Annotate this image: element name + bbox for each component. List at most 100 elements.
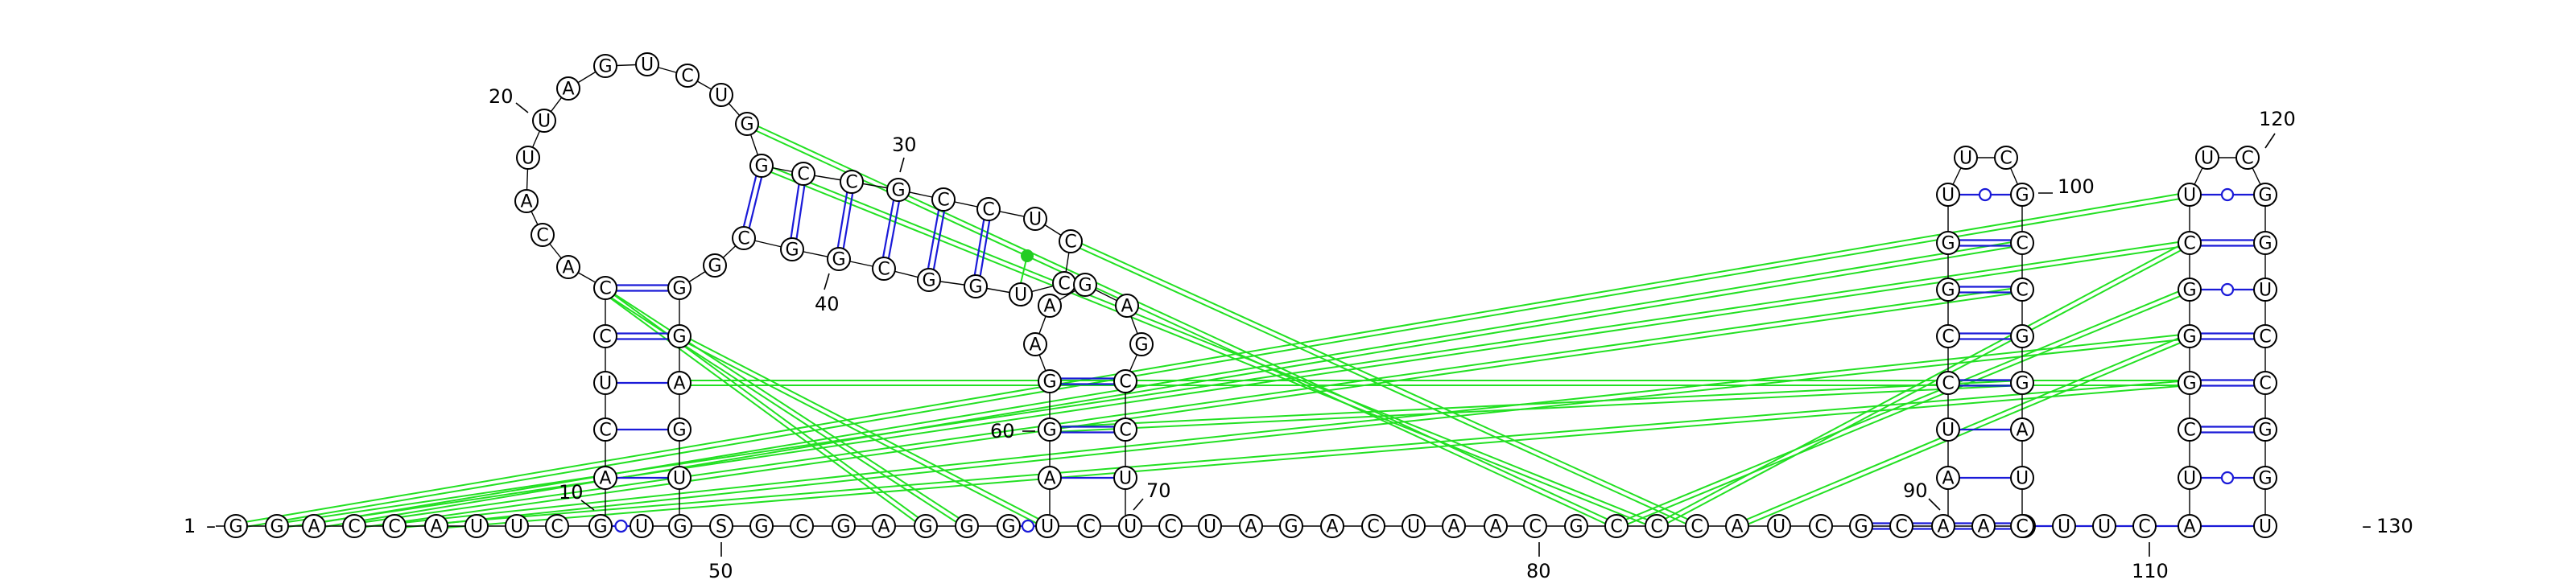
loop3-nuc-0-circle	[1023, 332, 1047, 356]
stem3-left-2-circle	[1038, 369, 1062, 393]
bottom-nuc-30-circle	[1402, 514, 1426, 538]
stem4-left-0-circle	[1936, 466, 1960, 490]
stem4-left-4-circle	[1936, 278, 1960, 302]
bottom-nuc-27-letter: G	[1284, 517, 1298, 537]
loop5-nuc-0-letter: U	[2201, 149, 2214, 169]
stem2-pair-0-b	[748, 177, 763, 228]
tertiary-interaction-4-a	[394, 337, 2190, 529]
stem5-left-1-letter: C	[2183, 421, 2195, 441]
loop4-nuc-0: U	[1954, 146, 1978, 170]
stem2-top-4-circle	[931, 187, 956, 212]
bottom-nuc-8-circle	[505, 514, 529, 538]
stem1-right-4: G	[667, 276, 691, 300]
stem3-right-1: C	[1113, 417, 1137, 442]
stem5-left-2: G	[2178, 371, 2202, 395]
stem2-top-1-letter: C	[797, 165, 809, 185]
loop1-nuc-3-letter: U	[522, 149, 535, 169]
stem5-right-2-circle	[2253, 371, 2277, 395]
stem1-left-0-letter: A	[599, 469, 611, 489]
stem2-top-6: U	[1023, 207, 1047, 231]
stem1-left-1-letter: C	[599, 421, 611, 441]
loop1-nuc-7-circle	[635, 52, 659, 76]
bottom-nuc-5-circle	[382, 514, 407, 538]
stem2-pair-1-a	[790, 184, 800, 238]
loop4-nuc-0-circle	[1954, 146, 1978, 170]
stem4-right-5-circle	[2010, 231, 2034, 255]
stem2-bottom-7: C	[1052, 271, 1076, 295]
stem2-top-3-letter: G	[891, 181, 905, 201]
bottom-nuc-30: U	[1402, 514, 1426, 538]
loop1-nuc-5-letter: A	[562, 80, 574, 100]
bottom-nuc-43: A	[1931, 514, 1955, 538]
stem2-link-g: G	[703, 253, 727, 278]
loop5-nuc-1-letter: C	[2241, 149, 2253, 169]
loop3-nuc-2-circle	[1073, 273, 1097, 297]
loop3-nuc-3-letter: A	[1121, 297, 1133, 317]
stem2-bottom-0: C	[732, 226, 756, 250]
bottom-nuc-7-letter: U	[470, 517, 483, 537]
bottom-nuc-6: A	[424, 514, 448, 538]
bottom-nuc-2-circle	[265, 514, 289, 538]
stem2-top-7: C	[1059, 229, 1083, 253]
bottom-nuc-36-circle	[1645, 514, 1669, 538]
stem5-pair-0-dot	[2220, 471, 2235, 485]
loop1-nuc-8-letter: C	[681, 67, 693, 87]
stem4-closing-c-letter: C	[2016, 517, 2028, 537]
bottom-nuc-35-letter: C	[1610, 517, 1622, 537]
stem4-right-1: A	[2010, 417, 2034, 442]
bottom-nuc-20-letter: G	[1001, 517, 1015, 537]
bottom-nuc-3: A	[302, 514, 326, 538]
stem4-left-6-circle	[1936, 183, 1960, 207]
stem4-right-0: U	[2010, 466, 2034, 490]
bottom-nuc-42-letter: C	[1895, 517, 1907, 537]
stem5-left-5-letter: C	[2183, 234, 2195, 254]
bottom-nuc-2-letter: G	[270, 517, 283, 537]
stem5-right-5-letter: G	[2258, 234, 2272, 254]
stem1-right-3-letter: G	[672, 327, 686, 348]
bottom-nuc-39-letter: U	[1773, 517, 1785, 537]
stem4-right-6-circle	[2010, 183, 2034, 207]
stem5-left-3-letter: G	[2182, 327, 2196, 348]
stem3-right-2-circle	[1113, 369, 1137, 393]
loop3-nuc-4-letter: G	[1134, 335, 1148, 356]
tertiary-interaction-5-b	[436, 380, 2190, 525]
bottom-nuc-28: A	[1320, 514, 1344, 538]
bottom-nuc-10: G	[588, 514, 613, 538]
label-80: 80	[1526, 560, 1551, 582]
stem3-left-0: A	[1038, 466, 1062, 490]
stem4-right-4-letter: C	[2016, 281, 2028, 301]
tick-70	[1133, 498, 1144, 511]
bottom-nuc-1-letter: G	[229, 517, 242, 537]
bottom-nuc-13: S	[709, 514, 733, 538]
stem4-right-1-circle	[2010, 417, 2034, 442]
label-120: 120	[2259, 108, 2296, 130]
tertiary-interaction-12-a	[1616, 290, 2191, 529]
stem1-left-3: C	[593, 324, 617, 348]
stem5-right-4-circle	[2253, 278, 2277, 302]
label-100: 100	[2058, 175, 2095, 198]
bottom-nuc-16-letter: G	[836, 517, 850, 537]
bottom-nuc-32: A	[1484, 514, 1508, 538]
bottom-nuc-4-circle	[342, 514, 366, 538]
tertiary-interaction-7-a	[598, 289, 925, 529]
stem1-left-3-letter: C	[599, 327, 611, 348]
stem1-right-1-letter: G	[672, 421, 686, 441]
loop1-nuc-1: C	[530, 223, 555, 247]
stem4-right-6: G	[2010, 183, 2034, 207]
bottom-nuc-6-letter: A	[430, 517, 442, 537]
bottom-nuc-42-circle	[1889, 514, 1913, 538]
tick-120	[2264, 133, 2276, 149]
loop5-nuc-0: U	[2195, 146, 2219, 170]
stem1-right-2-letter: A	[673, 374, 685, 394]
bottom-nuc-12: G	[668, 514, 692, 538]
stem5-right-5-circle	[2253, 231, 2277, 255]
bottom-nuc-1: G	[224, 514, 248, 538]
bottom-nuc-40-letter: C	[1814, 517, 1827, 537]
label-20: 20	[489, 85, 514, 108]
label-60: 60	[990, 420, 1015, 442]
stem5-right-3-letter: C	[2259, 327, 2271, 348]
bottom-nuc-14-circle	[749, 514, 774, 538]
bottom-nuc-27: G	[1279, 514, 1303, 538]
bottom-nuc-47-letter: U	[2098, 517, 2111, 537]
bottom-nuc-15-letter: C	[795, 517, 807, 537]
